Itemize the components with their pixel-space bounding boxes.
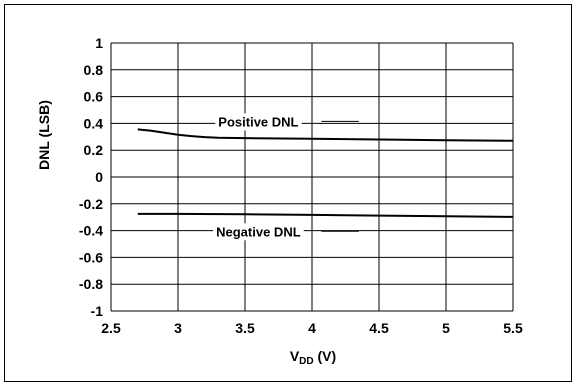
dnl-vs-vdd-chart: Positive DNL Negative DNL 1 0.8 0.6 0.4 0.2 0 -…: [36, 35, 523, 367]
x-axis-label-main: V: [290, 348, 300, 364]
annotations: Positive DNL Negative DNL: [213, 113, 359, 241]
x-tick-label: 3.5: [235, 320, 255, 336]
y-tick-label: 0.6: [84, 89, 104, 105]
annotation-background: [215, 113, 302, 131]
y-axis-label: DNL (LSB): [36, 100, 52, 170]
series-line-negative-dnl: [137, 212, 514, 218]
x-tick-label: 4: [308, 320, 316, 336]
annotation-background: [213, 223, 304, 241]
x-tick-label: 4.5: [369, 320, 389, 336]
y-tick-label: -0.6: [79, 249, 103, 265]
x-axis-label-unit: (V): [314, 348, 337, 364]
x-axis-label-subscript: DD: [299, 356, 313, 367]
y-tick-label: -0.4: [79, 223, 103, 239]
x-tick-label: 3: [174, 320, 182, 336]
y-tick-label: -0.2: [79, 196, 103, 212]
y-tick-label: 0: [95, 169, 103, 185]
x-tick-label: 5: [442, 320, 450, 336]
y-tick-label: 0.8: [84, 62, 104, 78]
y-tick-label: -0.8: [79, 276, 103, 292]
annotation-label: Positive DNL: [218, 114, 298, 129]
x-axis-label: VDD (V): [290, 348, 336, 367]
chart-figure: Positive DNL Negative DNL 1 0.8 0.6 0.4 0.2 0 -…: [4, 4, 572, 382]
x-tick-label: 2.5: [101, 320, 121, 336]
series-lines: [137, 128, 514, 218]
y-tick-label: -1: [91, 303, 104, 319]
y-tick-label: 1: [95, 35, 103, 51]
series-line-positive-dnl: [137, 128, 514, 142]
x-tick-label: 5.5: [503, 320, 523, 336]
grid: [110, 42, 514, 312]
y-tick-label: 0.2: [84, 142, 104, 158]
y-tick-label: 0.4: [84, 115, 104, 131]
annotation-label: Negative DNL: [216, 224, 301, 239]
tick-labels: 1 0.8 0.6 0.4 0.2 0 -0.2 -0.4 -0.6 -0.8 -12.5 3 3.5 4…: [79, 35, 523, 336]
